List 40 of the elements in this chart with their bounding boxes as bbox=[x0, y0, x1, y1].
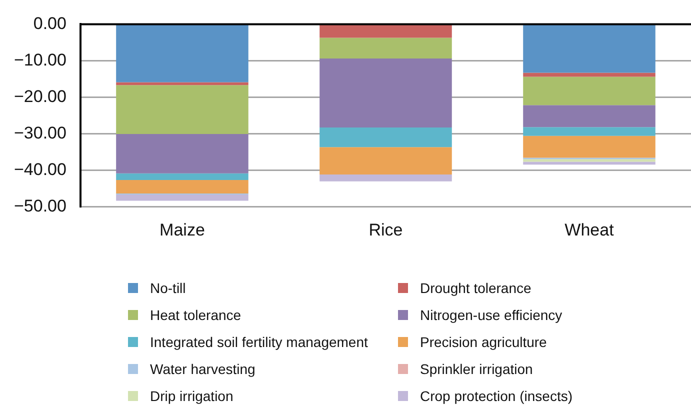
bar bbox=[320, 127, 452, 148]
legend-label: Integrated soil fertility management bbox=[150, 334, 368, 350]
bar bbox=[320, 24, 452, 38]
bar bbox=[116, 82, 248, 86]
bar bbox=[523, 136, 656, 158]
legend-label: Precision agriculture bbox=[420, 334, 547, 350]
legend-label: Water harvesting bbox=[150, 361, 256, 377]
bar bbox=[116, 24, 248, 82]
bar bbox=[523, 127, 656, 136]
x-tick-label: Rice bbox=[368, 220, 403, 240]
legend-label: Drought tolerance bbox=[420, 280, 532, 296]
bar bbox=[523, 159, 656, 162]
bar bbox=[523, 76, 656, 106]
bar bbox=[523, 162, 656, 165]
bar bbox=[523, 105, 656, 128]
y-tick-label: −30.00 bbox=[14, 123, 66, 142]
bar bbox=[320, 174, 452, 182]
legend-label: Sprinkler irrigation bbox=[420, 361, 533, 377]
bar bbox=[116, 194, 248, 201]
y-tick-label: −10.00 bbox=[14, 50, 66, 70]
bar bbox=[320, 147, 452, 174]
legend-label: Crop protection (insects) bbox=[420, 388, 573, 404]
bar bbox=[320, 38, 452, 58]
y-tick-label: −40.00 bbox=[14, 160, 66, 179]
y-tick-label: −50.00 bbox=[14, 196, 66, 216]
legend-label: Drip irrigation bbox=[150, 388, 234, 404]
bar bbox=[116, 180, 248, 194]
bar bbox=[523, 24, 656, 73]
legend-label: Heat tolerance bbox=[150, 307, 242, 323]
x-tick-label: Wheat bbox=[564, 220, 614, 240]
y-tick-label: 0.00 bbox=[33, 14, 66, 33]
bar bbox=[523, 72, 656, 77]
bar bbox=[116, 85, 248, 134]
legend-label: No-till bbox=[150, 280, 186, 296]
legend-label: Nitrogen-use efficiency bbox=[420, 307, 562, 323]
bar bbox=[320, 58, 452, 128]
bar bbox=[116, 173, 248, 180]
x-tick-label: Maize bbox=[160, 220, 205, 240]
y-tick-label: −20.00 bbox=[14, 86, 66, 106]
bar bbox=[116, 134, 248, 174]
